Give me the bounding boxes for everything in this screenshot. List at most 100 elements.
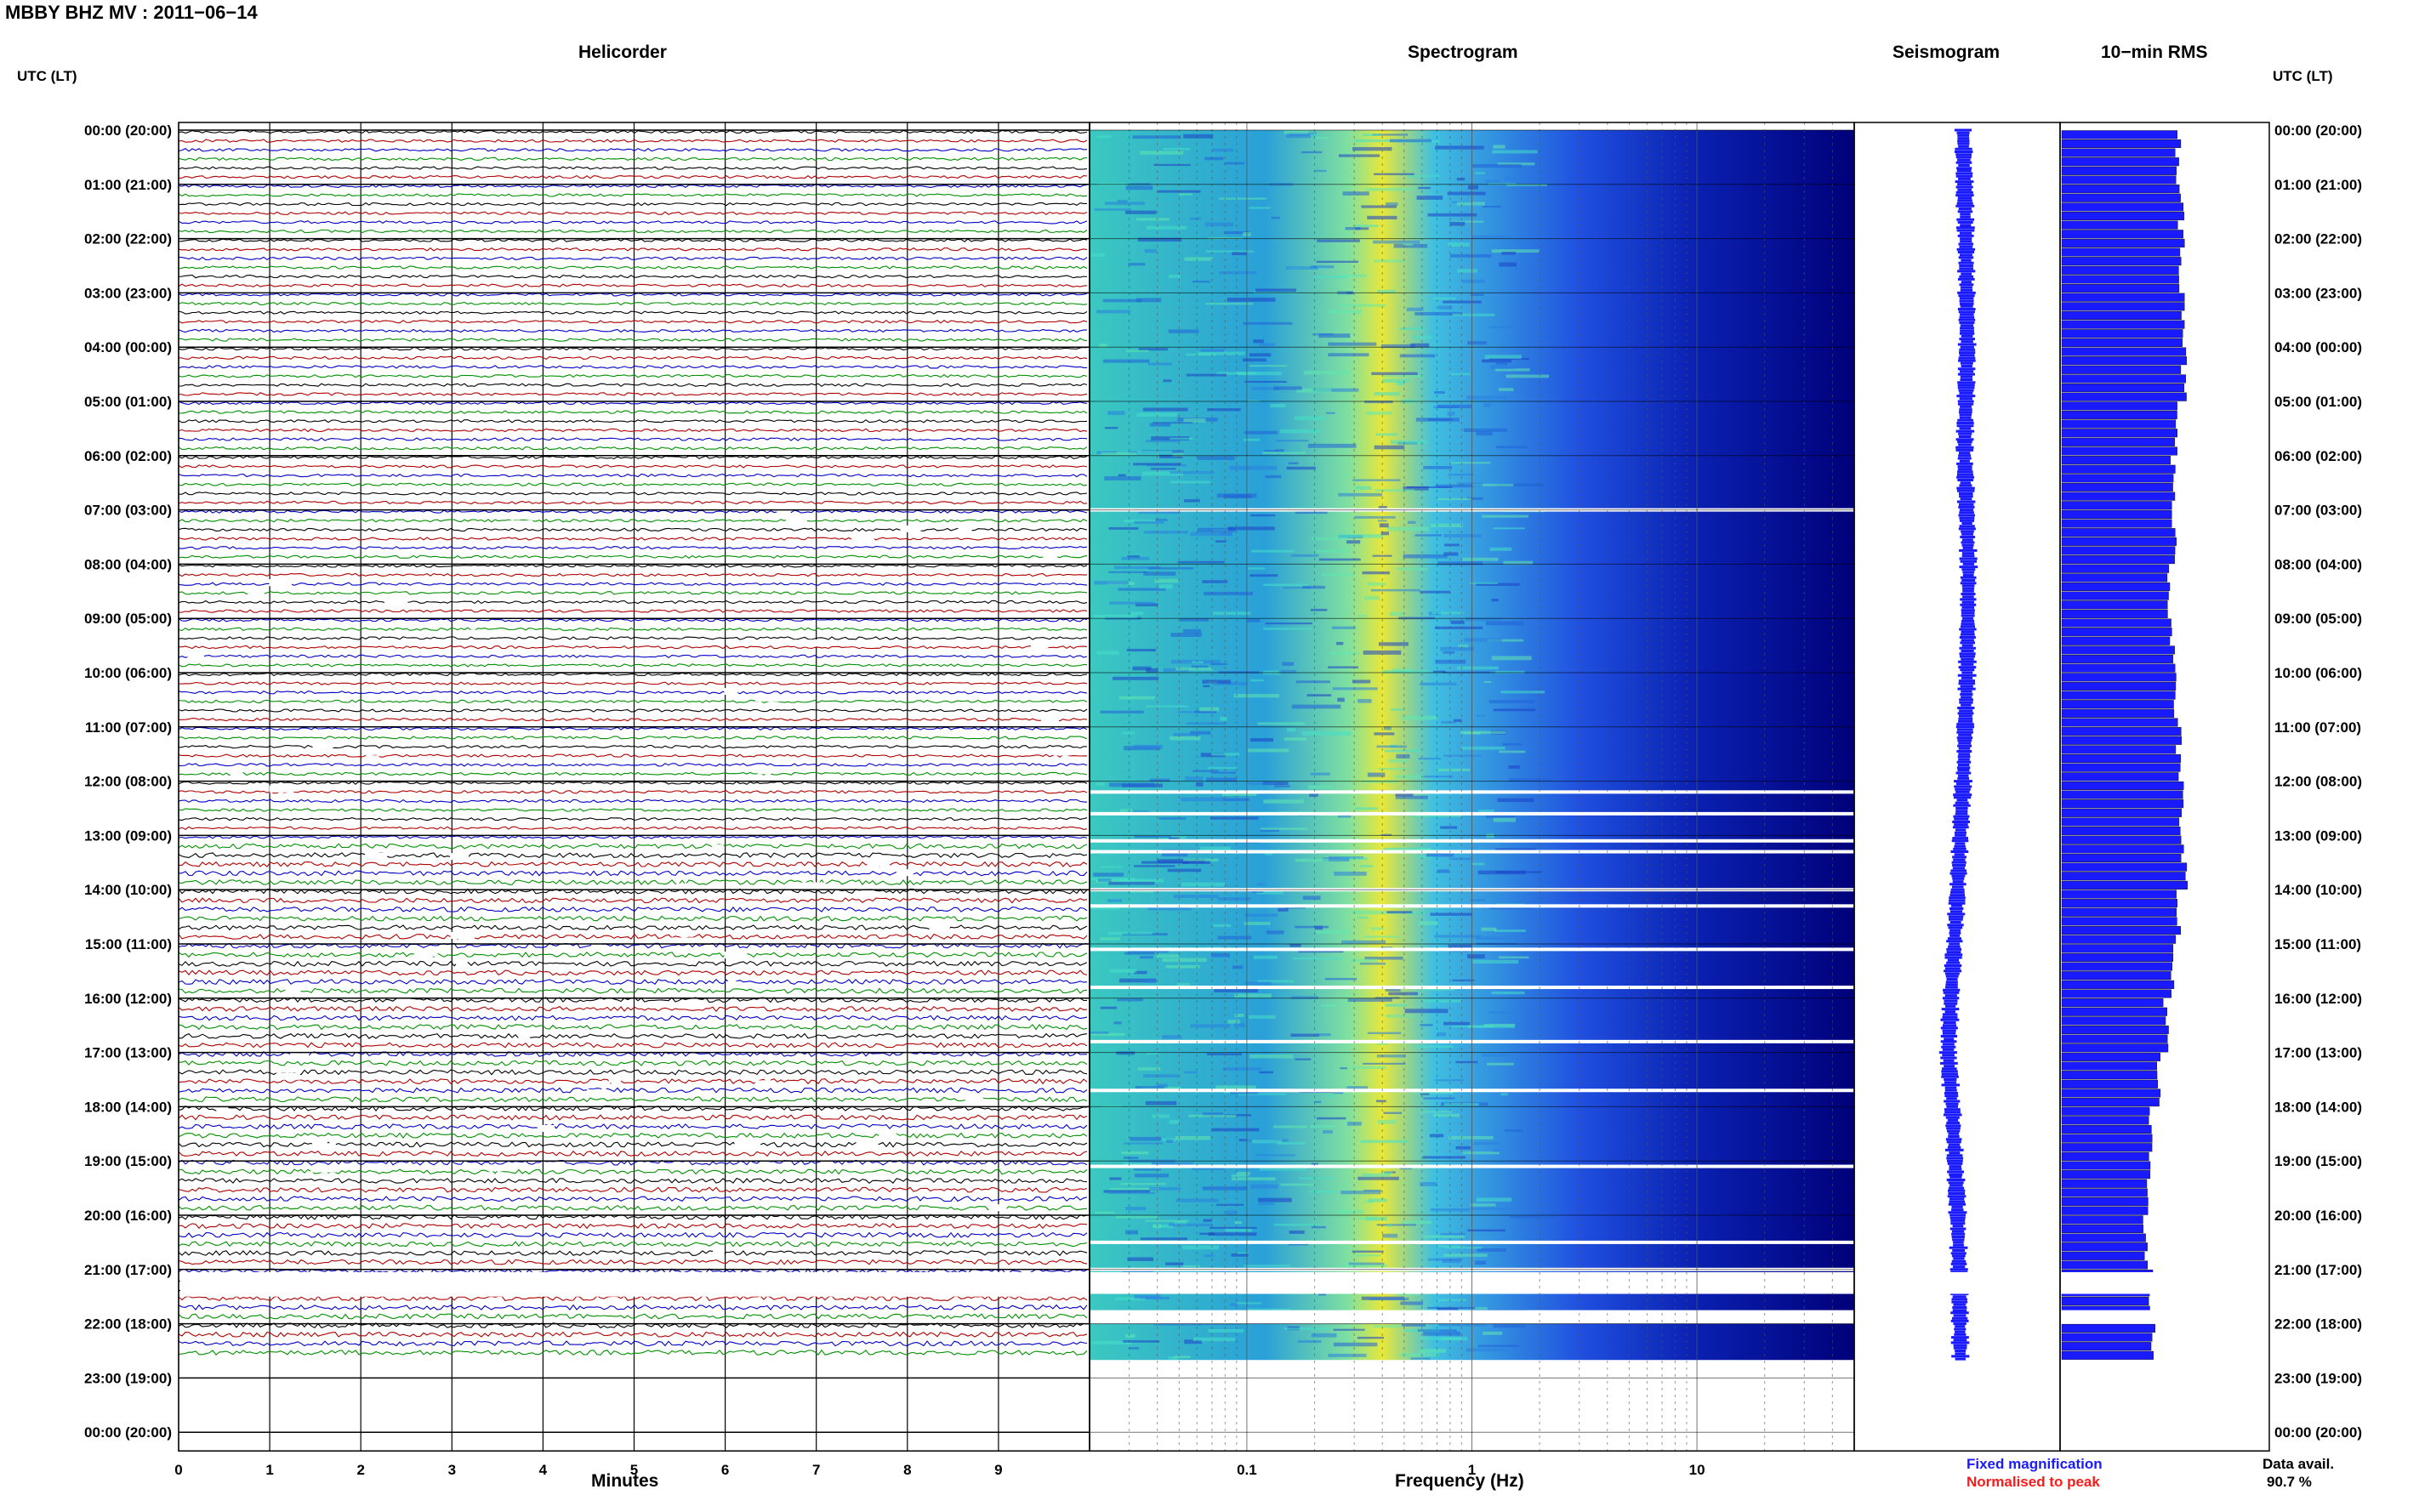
spectrogram-texture <box>1142 407 1188 412</box>
spectrogram-texture <box>1117 878 1164 883</box>
spectrogram-texture <box>1443 552 1459 556</box>
spectrogram-texture <box>1183 134 1214 139</box>
spectrogram-texture <box>1415 855 1434 859</box>
spectrogram-texture <box>1090 878 1136 880</box>
spectrogram-texture <box>1373 1324 1401 1328</box>
spectrogram-texture <box>1215 1085 1256 1089</box>
spectrogram-texture <box>1427 213 1477 217</box>
spectrogram-texture <box>1346 1086 1369 1089</box>
spectrogram-texture <box>1368 1198 1387 1202</box>
spectrogram-texture <box>1283 130 1309 134</box>
helicorder-gap <box>754 1080 775 1088</box>
minute-tick-label: 8 <box>903 1462 911 1478</box>
hour-label-right: 02:00 (22:00) <box>2274 231 2362 247</box>
spectrogram-texture <box>1464 638 1503 642</box>
spectrogram-texture <box>1352 146 1392 151</box>
spectrogram-texture <box>1475 1260 1486 1265</box>
spectrogram-texture <box>1175 667 1213 671</box>
spectrogram-texture <box>1377 1119 1397 1124</box>
spectrogram-texture <box>1185 776 1204 782</box>
rms-bar <box>2061 673 2177 682</box>
helicorder-trace <box>178 915 1088 922</box>
helicorder-gap <box>754 694 782 702</box>
spectrogram-texture <box>1277 1142 1306 1145</box>
spectrogram-texture <box>1273 386 1302 390</box>
helicorder-trace <box>178 636 1087 640</box>
helicorder-trace <box>178 265 1088 270</box>
spectrogram-texture <box>1253 955 1278 959</box>
spectrogram-texture <box>1448 473 1474 476</box>
data-avail-label: Data avail. <box>2262 1456 2335 1472</box>
rms-bar <box>2061 247 2181 257</box>
rms-bar <box>2061 1116 2149 1125</box>
spectrogram-texture <box>1316 929 1352 935</box>
spectrogram-texture <box>1232 1177 1276 1181</box>
spectrogram-texture <box>1230 1090 1259 1094</box>
rms-bar <box>2061 799 2184 809</box>
spectrogram-texture <box>1395 795 1428 799</box>
helicorder-trace <box>178 942 1088 949</box>
spectrogram-texture <box>1336 1209 1365 1214</box>
spectrogram-texture <box>1146 1052 1158 1054</box>
spectrogram-texture <box>1157 859 1205 863</box>
spectrogram-texture <box>1289 1230 1305 1234</box>
spectrogram-texture <box>1249 574 1278 577</box>
helicorder-gap <box>726 981 739 988</box>
helicorder-gap <box>364 852 388 860</box>
spectrogram-texture <box>1362 571 1390 575</box>
hour-label-right: 09:00 (05:00) <box>2274 611 2362 627</box>
spectrogram-texture <box>1200 846 1231 851</box>
helicorder-gap <box>487 1164 504 1172</box>
spectrogram-texture <box>1482 359 1512 363</box>
spectrogram-texture <box>1400 1301 1424 1305</box>
spectrogram-texture <box>1143 1074 1179 1078</box>
minute-tick-label: 0 <box>174 1462 182 1478</box>
spectrogram-texture <box>1283 737 1307 741</box>
helicorder-gap <box>734 1140 761 1148</box>
helicorder-gap <box>280 1072 300 1080</box>
spectrogram-texture <box>1341 940 1386 944</box>
spectrogram-texture <box>1367 582 1386 586</box>
spectrogram-texture <box>1485 621 1524 626</box>
spectrogram-texture <box>1436 1299 1467 1301</box>
spectrogram-texture <box>1198 351 1245 355</box>
helicorder-trace <box>178 211 1088 215</box>
spectrogram-texture <box>1307 443 1357 448</box>
spectrogram-texture <box>1169 1120 1179 1124</box>
spectrogram-texture <box>1173 894 1219 898</box>
spectrogram-texture <box>1355 486 1372 490</box>
hour-label-right: 04:00 (00:00) <box>2274 339 2362 355</box>
spectrogram-texture <box>1340 1067 1347 1070</box>
helicorder-trace <box>178 835 1088 839</box>
rms-bar <box>2061 926 2181 935</box>
spectrogram-texture <box>1140 956 1153 959</box>
spectrogram-texture <box>1250 679 1265 682</box>
helicorder-trace <box>178 1087 1088 1094</box>
spectrogram-texture <box>1199 1232 1215 1236</box>
helicorder-trace <box>178 790 1088 794</box>
spectrogram-texture <box>1295 925 1329 929</box>
spectrogram-texture <box>1375 489 1414 492</box>
panel-frame <box>2059 122 2270 1452</box>
spectrogram-texture <box>1374 173 1414 176</box>
spectrogram-texture <box>1367 215 1397 219</box>
spectrogram-texture <box>1498 956 1529 959</box>
helicorder-trace <box>178 799 1088 804</box>
spectrogram-texture <box>1152 1114 1170 1118</box>
spectrogram-texture <box>1423 466 1453 469</box>
minute-tick-label: 1 <box>265 1462 273 1478</box>
helicorder-trace <box>178 437 1088 441</box>
panel-title-spectrogram: Spectrogram <box>1408 43 1518 62</box>
spectrogram-texture <box>1381 378 1410 384</box>
spectrogram-texture <box>1109 1177 1122 1180</box>
seismogram-missing <box>1856 1271 2058 1294</box>
rms-bar <box>2061 275 2179 284</box>
rms-bar <box>2061 1188 2148 1197</box>
spectrogram-texture <box>1407 486 1453 488</box>
spectrogram-texture <box>1431 611 1464 615</box>
spectrogram-texture <box>1499 262 1517 267</box>
spectrogram-texture <box>1212 924 1231 928</box>
spectrogram-texture <box>1095 1211 1116 1214</box>
spectrogram-texture <box>1136 412 1178 417</box>
spectrogram-texture <box>1315 136 1330 139</box>
